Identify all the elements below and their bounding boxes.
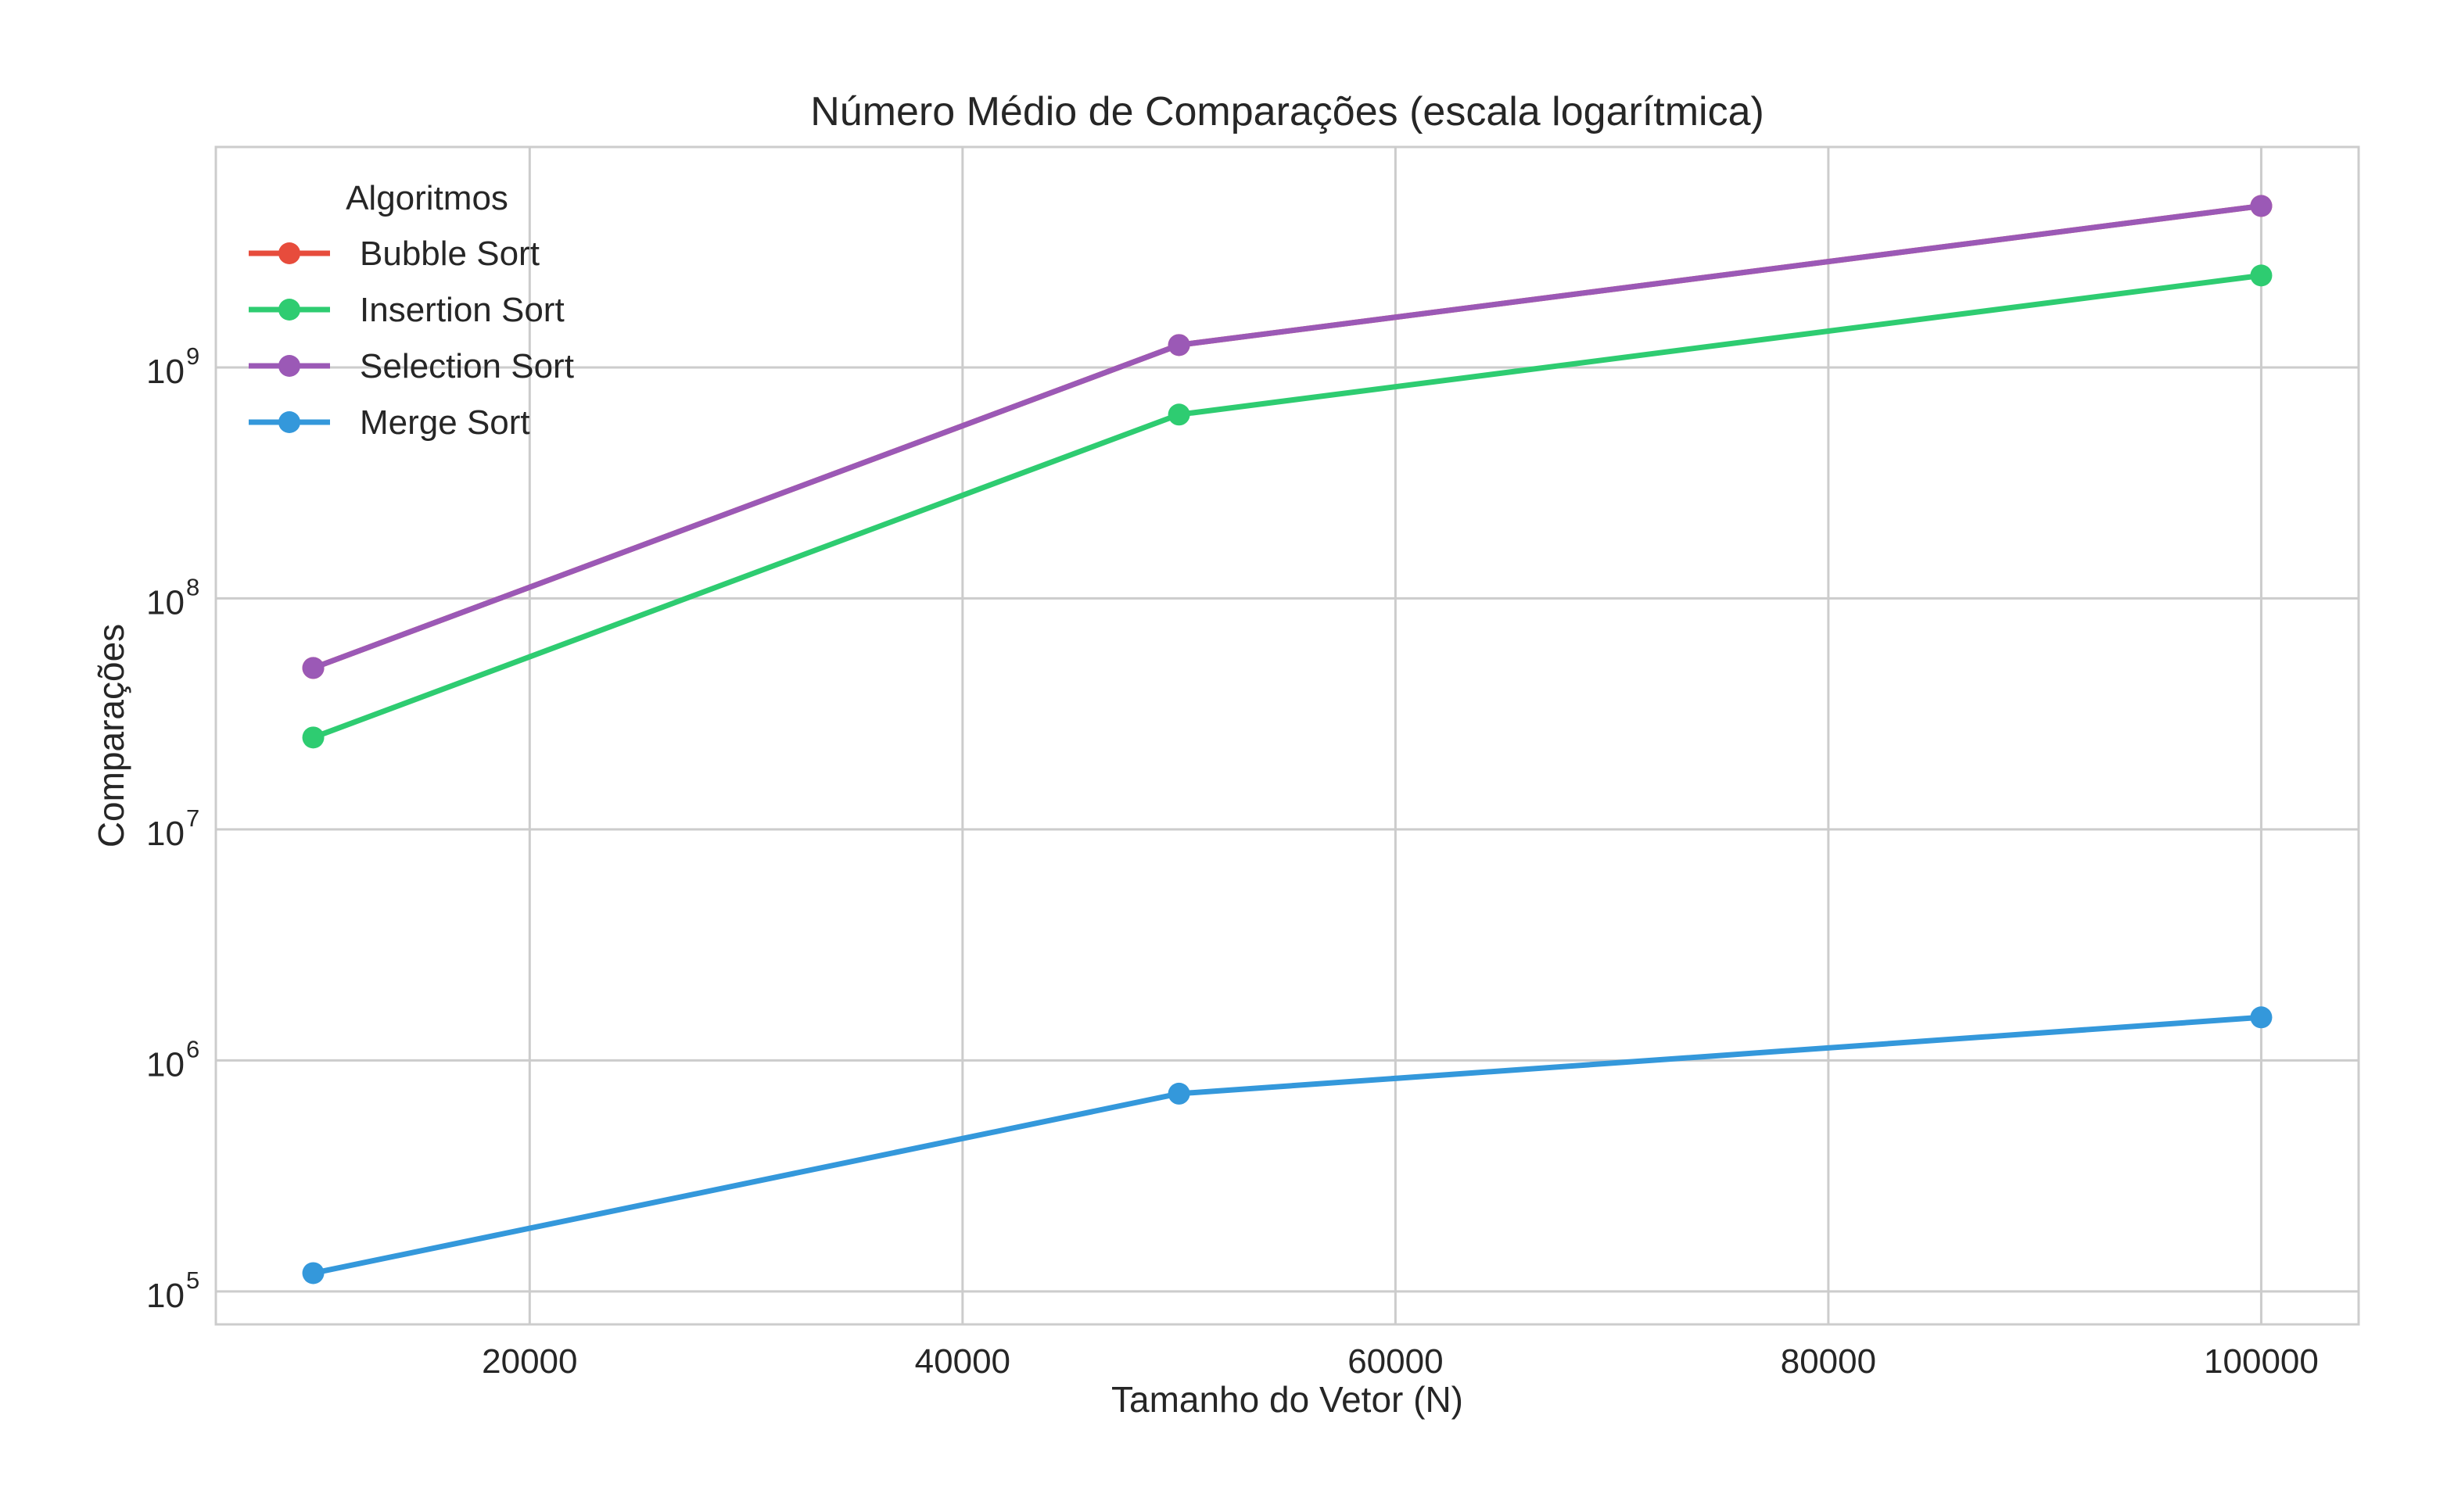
y-tick-exponent: 9 [186,342,199,370]
legend-items: Bubble Sort Insertion Sort Selection Sort M… [249,235,574,442]
data-point [1168,334,1190,357]
x-tick-label: 40000 [915,1342,1010,1381]
y-tick-label: 10 7 [146,804,199,853]
legend-title: Algoritmos [346,179,508,217]
y-tick-exponent: 8 [186,573,199,600]
y-tick-label: 10 5 [146,1267,199,1315]
series-merge-sort [302,1006,2273,1284]
y-tick-base: 10 [146,1277,185,1315]
chart-title: Número Médio de Comparações (escala loga… [810,89,1764,134]
legend-swatch-marker [278,299,300,321]
legend-swatch-marker [278,355,300,377]
y-tick-base: 10 [146,583,185,622]
x-tick-label: 20000 [482,1342,577,1381]
y-tick-exponent: 7 [186,804,199,832]
series-insertion-sort [302,264,2273,749]
data-point [2250,264,2273,287]
data-point [1168,1082,1190,1105]
x-tick-label: 80000 [1781,1342,1876,1381]
plot-area-frame [214,145,2360,1326]
legend-swatch-marker [278,411,300,433]
legend-item: Bubble Sort [249,235,540,273]
y-tick-exponent: 5 [186,1267,199,1294]
legend-label: Selection Sort [360,347,574,385]
y-tick-label: 10 6 [146,1035,199,1084]
x-axis-ticks: 20000 40000 60000 80000 100000 [482,1342,2319,1381]
legend-label: Bubble Sort [360,235,540,273]
data-point [302,657,325,679]
y-tick-base: 10 [146,1045,185,1084]
x-tick-label: 100000 [2204,1342,2319,1381]
y-tick-label: 10 9 [146,342,199,391]
data-point [2250,195,2273,217]
data-point [2250,1006,2273,1029]
y-tick-base: 10 [146,353,185,391]
legend-item: Insertion Sort [249,291,565,329]
data-point [302,1262,325,1284]
y-tick-base: 10 [146,815,185,853]
legend-label: Merge Sort [360,403,530,442]
x-axis-label: Tamanho do Vetor (N) [1111,1379,1463,1420]
x-tick-label: 60000 [1347,1342,1443,1381]
data-point [1168,403,1190,426]
legend-label: Insertion Sort [360,291,565,329]
legend-swatch-marker [278,242,300,264]
series-selection-sort [302,195,2273,679]
y-tick-exponent: 6 [186,1035,199,1062]
y-axis-label: Comparações [91,624,131,847]
y-tick-label: 10 8 [146,573,199,622]
legend-item: Selection Sort [249,347,574,385]
series-lines [302,195,2273,1284]
grid-lines [216,147,2359,1324]
legend: Algoritmos Bubble Sort Insertion Sort Sele… [249,179,574,442]
legend-item: Merge Sort [249,403,530,442]
data-point [302,726,325,749]
